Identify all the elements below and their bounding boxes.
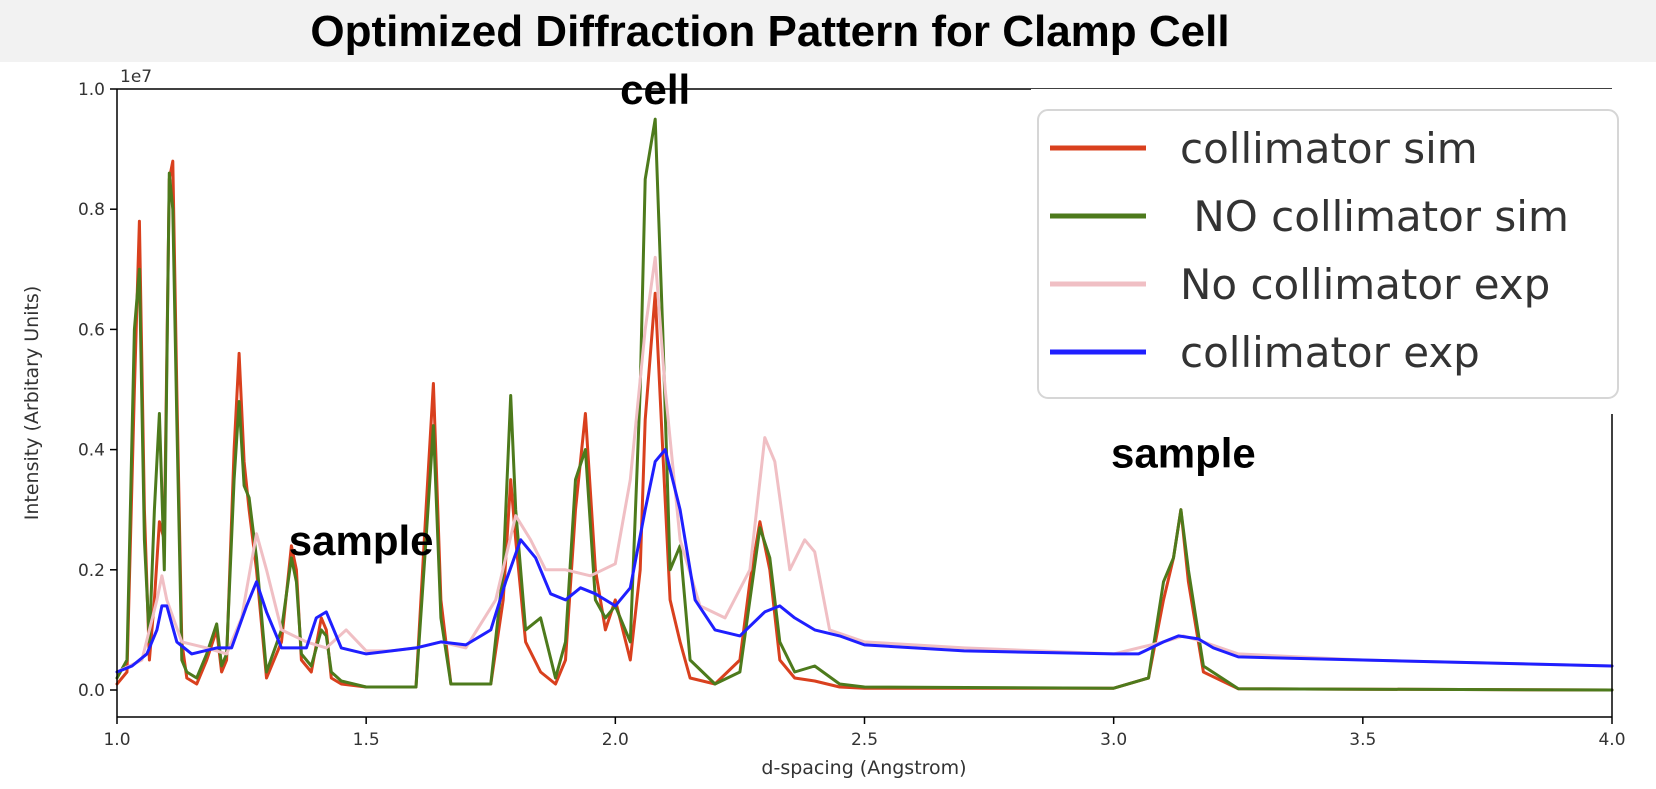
series-line-4 [115, 448, 1614, 674]
x-tick-label: 3.0 [1100, 730, 1127, 750]
legend-box [1037, 109, 1619, 399]
y-tick-label: 1.0 [78, 80, 105, 100]
x-tick-label: 4.0 [1598, 730, 1625, 750]
x-tick-label: 2.0 [602, 730, 629, 750]
annotation-cell-1: cell [620, 66, 690, 113]
x-tick-label: 1.0 [103, 730, 130, 750]
series-line-2 [115, 117, 1614, 692]
y-tick-label: 0.4 [78, 441, 105, 461]
annotations: cell sample sample [289, 66, 1256, 564]
series-layer [115, 117, 1614, 692]
x-ticks: 1.0 1.5 2.0 2.5 3.0 3.5 4.0 [103, 717, 1626, 750]
annotation-sample-3: sample [1111, 430, 1256, 477]
x-tick-label: 2.5 [851, 730, 878, 750]
y-axis-label: Intensity (Arbitary Units) [21, 286, 43, 520]
annotation-sample-2: sample [289, 517, 434, 564]
legend-entries: collimator sim NO collimator sim No colli… [1050, 124, 1569, 377]
y-offset-label: 1e7 [120, 67, 152, 87]
legend-label: collimator sim [1180, 124, 1478, 173]
legend-label: No collimator exp [1180, 260, 1550, 309]
legend-label: NO collimator sim [1180, 192, 1569, 241]
y-tick-label: 0.6 [78, 320, 105, 340]
series-line-3 [115, 255, 1614, 674]
legend-label: collimator exp [1180, 328, 1480, 377]
legend: collimator sim NO collimator sim No colli… [1031, 89, 1619, 414]
y-tick-label: 0.0 [78, 681, 105, 701]
y-ticks: 0.0 0.2 0.4 0.6 0.8 1.0 [78, 80, 117, 701]
chart-title: Optimized Diffraction Pattern for Clamp … [310, 7, 1229, 56]
y-tick-label: 0.2 [78, 561, 105, 581]
x-tick-label: 3.5 [1349, 730, 1376, 750]
y-tick-label: 0.8 [78, 200, 105, 220]
x-tick-label: 1.5 [353, 730, 380, 750]
title-band [0, 0, 1656, 62]
x-axis-label: d-spacing (Angstrom) [761, 757, 966, 779]
